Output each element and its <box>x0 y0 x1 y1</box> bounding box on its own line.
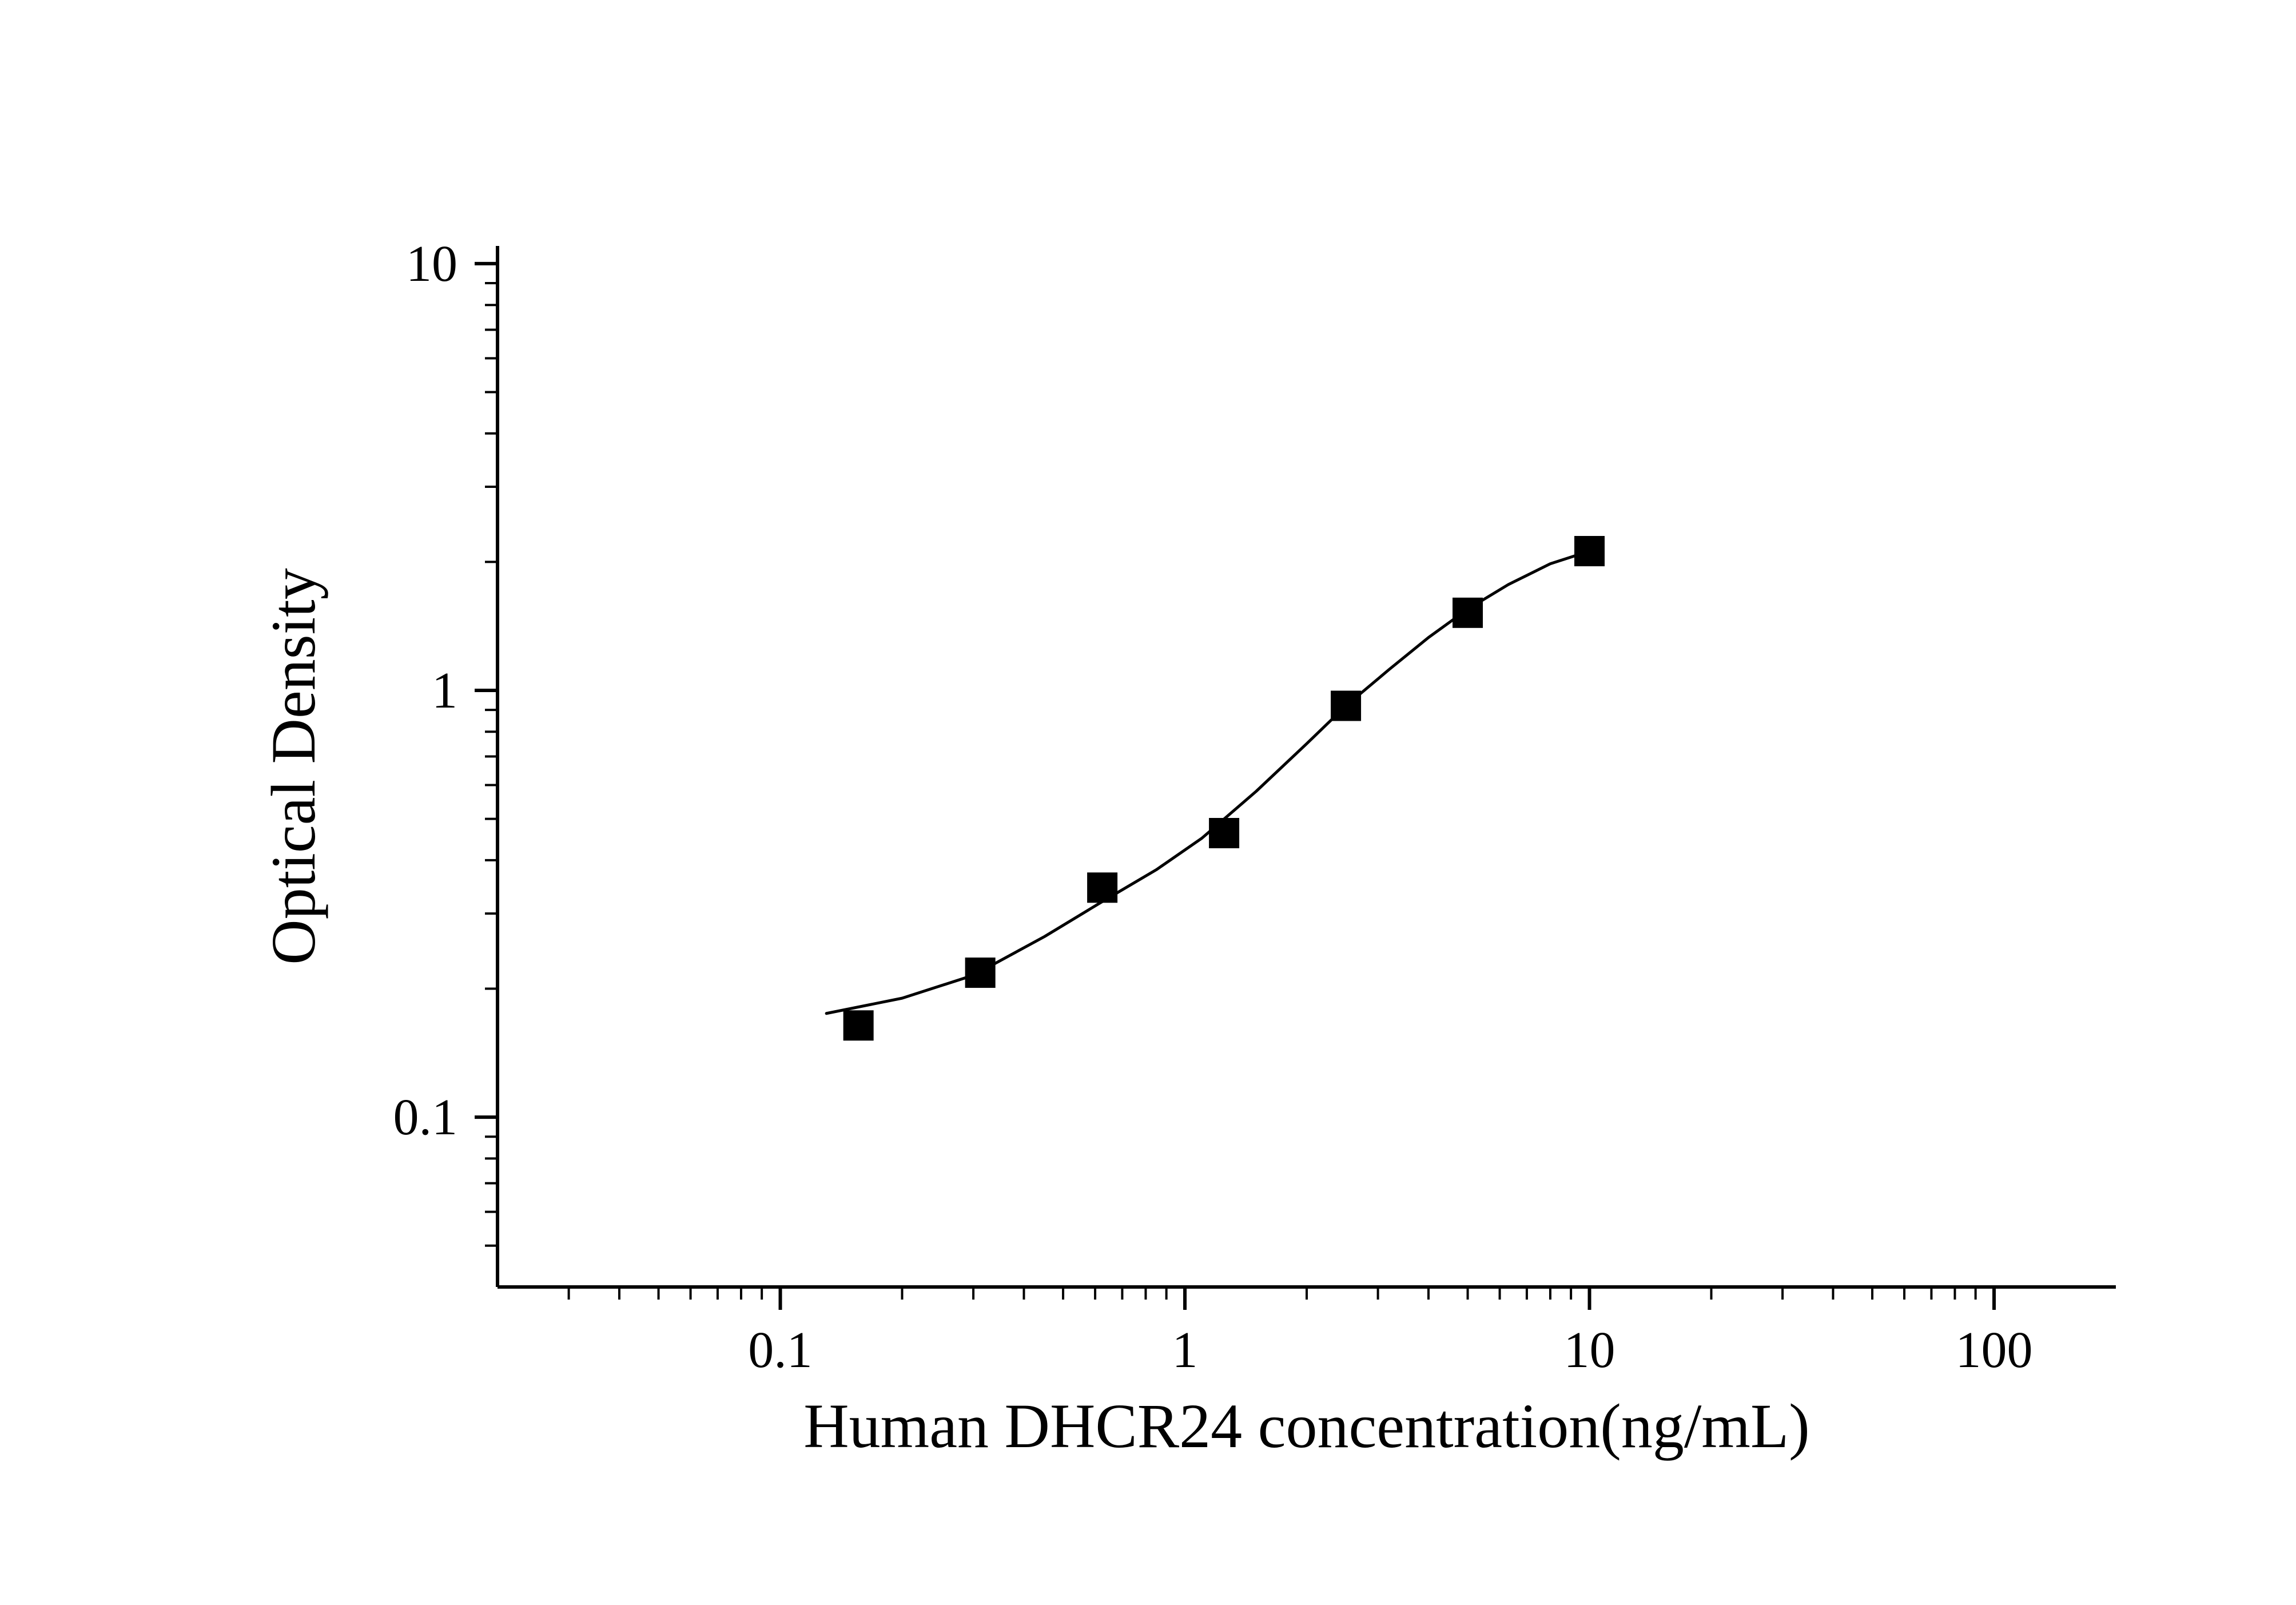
x-tick-label: 0.1 <box>748 1322 813 1378</box>
y-tick-label: 0.1 <box>393 1089 458 1146</box>
y-tick-label: 1 <box>432 662 457 719</box>
data-marker <box>843 1011 873 1040</box>
x-tick-label: 10 <box>1564 1322 1615 1378</box>
x-tick-label: 1 <box>1172 1322 1198 1378</box>
data-marker <box>1088 873 1117 903</box>
data-marker <box>1453 598 1483 627</box>
data-marker <box>1331 691 1361 721</box>
x-tick-label: 100 <box>1956 1322 2033 1378</box>
y-tick-label: 10 <box>406 236 457 292</box>
data-marker <box>965 958 995 988</box>
y-axis-label: Optical Density <box>258 568 328 964</box>
data-marker <box>1209 819 1239 848</box>
chart-container: 0.1 1 10 100 0.1 1 10 Human DHCR24 concentratio… <box>0 0 2296 1605</box>
x-axis-label: Human DHCR24 concentration(ng/mL) <box>803 1391 1810 1461</box>
chart-svg: 0.1 1 10 100 0.1 1 10 Human DHCR24 concentratio… <box>0 0 2296 1605</box>
data-marker <box>1575 537 1605 566</box>
